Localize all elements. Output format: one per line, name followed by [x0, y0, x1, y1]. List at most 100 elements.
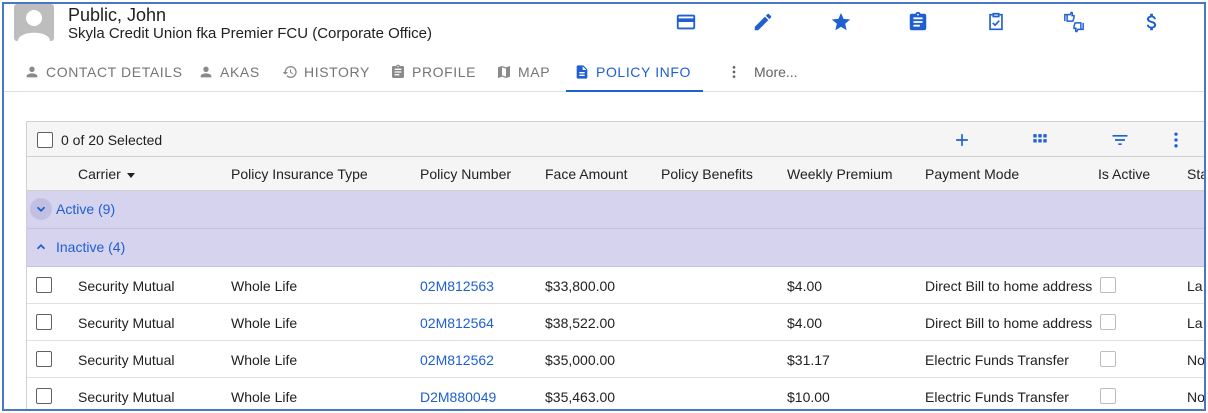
is-active-checkbox[interactable] — [1100, 388, 1116, 404]
more-vertical-icon[interactable] — [1165, 129, 1187, 151]
table-row[interactable]: Security Mutual Whole Life 02M812562 $35… — [27, 341, 1205, 378]
selection-count: 0 of 20 Selected — [61, 132, 163, 148]
group-label: Inactive (4) — [56, 239, 126, 255]
is-active-checkbox[interactable] — [1100, 351, 1116, 367]
thumbs-up-down-icon[interactable] — [1062, 10, 1086, 34]
avatar — [14, 4, 54, 41]
payment-mode-cell: Electric Funds Transfer — [925, 352, 1069, 368]
clipboard-check-icon[interactable] — [984, 10, 1008, 34]
payment-mode-cell: Direct Bill to home address — [925, 315, 1093, 331]
more-label: More... — [754, 64, 798, 80]
column-header-status[interactable]: Sta — [1187, 166, 1206, 182]
column-header-face-amount[interactable]: Face Amount — [545, 166, 628, 182]
columns-icon[interactable] — [1029, 129, 1051, 151]
weekly-premium-cell: $31.17 — [787, 352, 830, 368]
tab-history[interactable]: HISTORY — [282, 52, 370, 92]
tab-label: AKAS — [220, 64, 260, 80]
face-amount-cell: $35,463.00 — [545, 389, 616, 405]
tab-bar: CONTACT DETAILS AKAS HISTORY PROFILE MAP… — [4, 52, 1204, 92]
weekly-premium-cell: $4.00 — [787, 315, 823, 331]
column-header-weekly-premium[interactable]: Weekly Premium — [787, 166, 893, 182]
tab-label: PROFILE — [412, 64, 477, 80]
tab-akas[interactable]: AKAS — [198, 52, 260, 92]
status-cell: La — [1187, 278, 1203, 294]
column-header-policy-insurance-type[interactable]: Policy Insurance Type — [231, 166, 368, 182]
carrier-cell: Security Mutual — [78, 352, 175, 368]
grid-toolbar: 0 of 20 Selected — [27, 122, 1204, 157]
person-icon — [26, 66, 38, 78]
tab-label: CONTACT DETAILS — [46, 64, 183, 80]
payment-mode-cell: Direct Bill to home address — [925, 278, 1093, 294]
policy-number-link[interactable]: 02M812563 — [420, 278, 494, 294]
type-cell: Whole Life — [231, 389, 298, 405]
person-icon — [200, 66, 212, 78]
column-header-policy-number[interactable]: Policy Number — [420, 166, 512, 182]
weekly-premium-cell: $10.00 — [787, 389, 830, 405]
add-icon[interactable] — [951, 129, 973, 151]
credit-card-icon[interactable] — [674, 10, 698, 34]
more-vertical-icon — [732, 66, 736, 78]
person-icon — [18, 10, 50, 41]
tab-map[interactable]: MAP — [496, 52, 550, 92]
history-icon — [282, 66, 297, 79]
type-cell: Whole Life — [231, 352, 298, 368]
is-active-checkbox[interactable] — [1100, 314, 1116, 330]
status-cell: La — [1187, 315, 1203, 331]
policy-number-link[interactable]: 02M812562 — [420, 352, 494, 368]
more-tabs-button[interactable]: More... — [726, 52, 798, 92]
row-checkbox[interactable] — [36, 388, 52, 404]
payment-mode-cell: Electric Funds Transfer — [925, 389, 1069, 405]
table-row[interactable]: Security Mutual Whole Life 02M812563 $33… — [27, 267, 1204, 304]
carrier-cell: Security Mutual — [78, 389, 175, 405]
face-amount-cell: $33,800.00 — [545, 278, 616, 294]
chevron-down-icon — [30, 198, 52, 220]
row-checkbox[interactable] — [36, 351, 52, 367]
map-icon — [498, 66, 510, 78]
carrier-cell: Security Mutual — [78, 278, 175, 294]
column-header-policy-benefits[interactable]: Policy Benefits — [661, 166, 753, 182]
column-header-is-active[interactable]: Is Active — [1098, 166, 1151, 182]
is-active-checkbox[interactable] — [1100, 277, 1116, 293]
grid-header: Carrier Policy Insurance Type Policy Num… — [27, 157, 1206, 191]
clipboard-icon[interactable] — [906, 10, 930, 34]
tab-policy-info[interactable]: POLICY INFO — [565, 52, 704, 92]
sort-down-icon — [126, 172, 135, 178]
table-row[interactable]: Security Mutual Whole Life D2M880049 $35… — [27, 378, 1205, 409]
clipboard-icon — [392, 64, 404, 78]
type-cell: Whole Life — [231, 278, 298, 294]
policy-number-link[interactable]: 02M812564 — [420, 315, 494, 331]
dollar-icon[interactable] — [1140, 10, 1164, 34]
tab-label: HISTORY — [304, 64, 370, 80]
tab-label: POLICY INFO — [596, 64, 692, 80]
document-icon — [576, 65, 588, 79]
tab-label: MAP — [518, 64, 551, 80]
star-icon[interactable] — [829, 10, 853, 34]
group-row-inactive[interactable]: Inactive (4) — [27, 229, 1204, 267]
group-label: Active (9) — [56, 201, 116, 217]
row-checkbox[interactable] — [36, 314, 52, 330]
type-cell: Whole Life — [231, 315, 298, 331]
status-cell: No — [1187, 352, 1205, 368]
row-checkbox[interactable] — [36, 277, 52, 293]
contact-header: Public, John Skyla Credit Union fka Prem… — [4, 4, 1204, 50]
select-all-checkbox[interactable] — [37, 132, 53, 148]
face-amount-cell: $35,000.00 — [545, 352, 616, 368]
chevron-up-icon — [30, 236, 52, 258]
tab-contact-details[interactable]: CONTACT DETAILS — [24, 52, 183, 92]
tab-profile[interactable]: PROFILE — [390, 52, 476, 92]
group-row-active[interactable]: Active (9) — [27, 191, 1204, 229]
status-cell: No — [1187, 389, 1205, 405]
filter-icon[interactable] — [1109, 129, 1131, 151]
column-header-carrier[interactable]: Carrier — [78, 166, 135, 182]
contact-organization: Skyla Credit Union fka Premier FCU (Corp… — [68, 25, 432, 42]
weekly-premium-cell: $4.00 — [787, 278, 823, 294]
column-header-payment-mode[interactable]: Payment Mode — [925, 166, 1020, 182]
policy-number-link[interactable]: D2M880049 — [420, 389, 497, 405]
table-row[interactable]: Security Mutual Whole Life 02M812564 $38… — [27, 304, 1204, 341]
policy-grid: 0 of 20 Selected Carrier Policy Insuranc… — [26, 121, 1206, 409]
contact-name: Public, John — [68, 5, 167, 25]
carrier-cell: Security Mutual — [78, 315, 175, 331]
face-amount-cell: $38,522.00 — [545, 315, 616, 331]
pencil-icon[interactable] — [751, 10, 775, 34]
